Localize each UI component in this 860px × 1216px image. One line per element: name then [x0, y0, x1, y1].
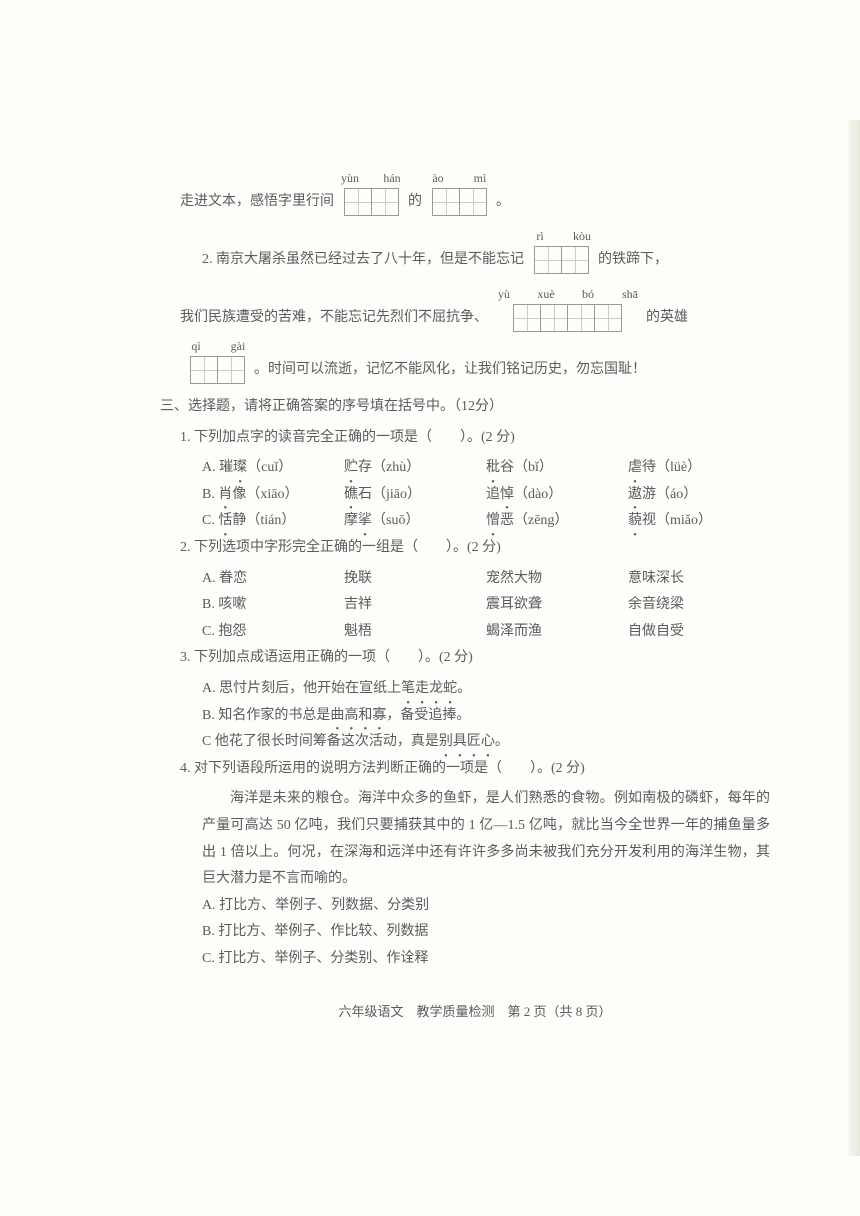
text: 。 — [496, 188, 510, 216]
page-content: 走进文本，感悟字里行间 yùn hán 的 ào mì 。 2. 南京大屠杀虽然… — [60, 170, 800, 1025]
pinyin: yù — [491, 286, 517, 302]
q1-stem: 1. 下列加点字的读音完全正确的一项是（ ）。(2 分) — [180, 425, 770, 452]
option-row: A. 璀璨（cuǐ）贮存（zhù）秕谷（bǐ）虐待（lüè） — [180, 455, 770, 482]
option-cell: 秕谷（bǐ） — [486, 455, 628, 482]
pinyin-box-yunhan: yùn hán — [337, 170, 405, 216]
page-edge-shadow — [846, 120, 860, 1156]
pinyin: yùn — [337, 170, 363, 186]
pinyin: bó — [575, 286, 601, 302]
pinyin: xuè — [533, 286, 559, 302]
q4-options: A. 打比方、举例子、列数据、分类别B. 打比方、举例子、作比较、列数据C. 打… — [180, 893, 770, 973]
option-row: A. 眷恋挽联宠然大物意味深长 — [180, 566, 770, 593]
pinyin: mì — [467, 170, 493, 186]
pinyin: qì — [183, 338, 209, 354]
section-3-heading: 三、选择题，请将正确答案的序号填在括号中。（12分） — [160, 394, 770, 421]
text: 2. 南京大屠杀虽然已经过去了八十年，但是不能忘记 — [202, 246, 524, 274]
option-cell: 意味深长 — [628, 566, 770, 593]
q2-options: A. 眷恋挽联宠然大物意味深长B. 咳嗽吉祥震耳欲聋余音绕梁C. 抱怨魁梧蝎泽而… — [180, 566, 770, 646]
option-line: C 他花了很长时间筹备这次活动，真是别具匠心。 — [202, 729, 770, 756]
option-line: A. 打比方、举例子、列数据、分类别 — [202, 893, 770, 920]
pinyin-box-rikou: rì kòu — [527, 228, 595, 274]
option-row: B. 肖像（xiāo）礁石（jiāo）追悼（dào）遨游（áo） — [180, 482, 770, 509]
option-cell: 吉祥 — [344, 592, 486, 619]
option-row: C. 抱怨魁梧蝎泽而渔自做自受 — [180, 619, 770, 646]
option-cell: 藐视（miǎo） — [628, 508, 770, 535]
pinyin: ào — [425, 170, 451, 186]
q1-options: A. 璀璨（cuǐ）贮存（zhù）秕谷（bǐ）虐待（lüè）B. 肖像（xiāo… — [180, 455, 770, 535]
q3-stem: 3. 下列加点成语运用正确的一项（ ）。(2 分) — [180, 645, 770, 672]
fillin-line-4: qì gài 。时间可以流逝，记忆不能风化，让我们铭记历史，勿忘国耻！ — [180, 338, 770, 384]
option-line: C. 打比方、举例子、分类别、作诠释 — [202, 946, 770, 973]
option-line: B. 打比方、举例子、作比较、列数据 — [202, 919, 770, 946]
option-row: C. 恬静（tián）摩挲（suō）憎恶（zēng）藐视（miǎo） — [180, 508, 770, 535]
option-cell: 虐待（lüè） — [628, 455, 770, 482]
fillin-line-1: 走进文本，感悟字里行间 yùn hán 的 ào mì 。 — [180, 170, 770, 216]
option-cell: B. 肖像（xiāo） — [202, 482, 344, 509]
text: 走进文本，感悟字里行间 — [180, 188, 334, 216]
text: 的英雄 — [646, 304, 688, 332]
option-cell: A. 璀璨（cuǐ） — [202, 455, 344, 482]
text: 我们民族遭受的苦难，不能忘记先烈们不屈抗争、 — [180, 304, 488, 332]
option-cell: 余音绕梁 — [628, 592, 770, 619]
option-cell: C. 恬静（tián） — [202, 508, 344, 535]
option-cell: 宠然大物 — [486, 566, 628, 593]
text: 。时间可以流逝，记忆不能风化，让我们铭记历史，勿忘国耻！ — [254, 356, 646, 384]
option-cell: 摩挲（suō） — [344, 508, 486, 535]
pinyin-box-aomi: ào mì — [425, 170, 493, 216]
option-cell: 魁梧 — [344, 619, 486, 646]
text: 的 — [408, 188, 422, 216]
text: 的铁蹄下， — [598, 246, 668, 274]
option-cell: 震耳欲聋 — [486, 592, 628, 619]
q3-options: A. 思忖片刻后，他开始在宣纸上笔走龙蛇。B. 知名作家的书总是曲高和寡，备受追… — [180, 676, 770, 756]
option-cell: A. 眷恋 — [202, 566, 344, 593]
option-cell: C. 抱怨 — [202, 619, 344, 646]
option-cell: 贮存（zhù） — [344, 455, 486, 482]
option-cell: 自做自受 — [628, 619, 770, 646]
option-line: B. 知名作家的书总是曲高和寡，备受追捧。 — [202, 703, 770, 730]
q2-stem: 2. 下列选项中字形完全正确的一组是（ ）。(2 分) — [180, 535, 770, 562]
option-cell: 遨游（áo） — [628, 482, 770, 509]
option-cell: 蝎泽而渔 — [486, 619, 628, 646]
option-line: A. 思忖片刻后，他开始在宣纸上笔走龙蛇。 — [202, 676, 770, 703]
option-cell: 礁石（jiāo） — [344, 482, 486, 509]
pinyin-box-qigai: qì gài — [183, 338, 251, 384]
page-footer: 六年级语文 教学质量检测 第 2 页（共 8 页） — [180, 1000, 770, 1025]
option-cell: 追悼（dào） — [486, 482, 628, 509]
option-cell: B. 咳嗽 — [202, 592, 344, 619]
fillin-line-3: 我们民族遭受的苦难，不能忘记先烈们不屈抗争、 yù xuè bó shā 的英雄 — [180, 286, 770, 332]
pinyin: shā — [617, 286, 643, 302]
option-row: B. 咳嗽吉祥震耳欲聋余音绕梁 — [180, 592, 770, 619]
q4-passage: 海洋是未来的粮仓。海洋中众多的鱼虾，是人们熟悉的食物。例如南极的磷虾，每年的产量… — [180, 786, 770, 892]
option-cell: 挽联 — [344, 566, 486, 593]
pinyin: gài — [225, 338, 251, 354]
pinyin-box-yuxueboshao: yù xuè bó shā — [491, 286, 643, 332]
fillin-line-2: 2. 南京大屠杀虽然已经过去了八十年，但是不能忘记 rì kòu 的铁蹄下， — [180, 228, 770, 274]
pinyin: hán — [379, 170, 405, 186]
pinyin: kòu — [569, 228, 595, 244]
pinyin: rì — [527, 228, 553, 244]
